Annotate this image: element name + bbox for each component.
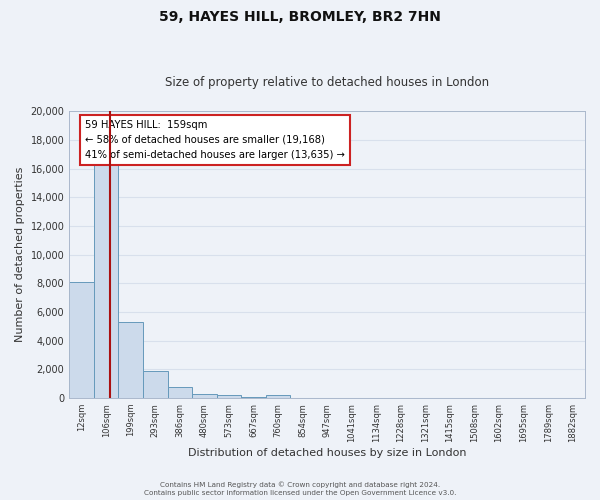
Bar (266, 395, 290, 398)
Text: 59, HAYES HILL, BROMLEY, BR2 7HN: 59, HAYES HILL, BROMLEY, BR2 7HN (159, 10, 441, 24)
Y-axis label: Number of detached properties: Number of detached properties (15, 167, 25, 342)
Bar (143, 372, 167, 398)
Text: Contains public sector information licensed under the Open Government Licence v3: Contains public sector information licen… (144, 490, 456, 496)
Bar (94, 160, 118, 398)
Bar (167, 387, 192, 398)
Bar (69, 282, 94, 398)
Title: Size of property relative to detached houses in London: Size of property relative to detached ho… (165, 76, 489, 90)
Text: Contains HM Land Registry data © Crown copyright and database right 2024.: Contains HM Land Registry data © Crown c… (160, 481, 440, 488)
Text: 59 HAYES HILL:  159sqm
← 58% of detached houses are smaller (19,168)
41% of semi: 59 HAYES HILL: 159sqm ← 58% of detached … (85, 120, 344, 160)
Bar (241, 396, 266, 398)
X-axis label: Distribution of detached houses by size in London: Distribution of detached houses by size … (188, 448, 466, 458)
Bar (118, 322, 143, 398)
Bar (192, 394, 217, 398)
Bar (217, 396, 241, 398)
